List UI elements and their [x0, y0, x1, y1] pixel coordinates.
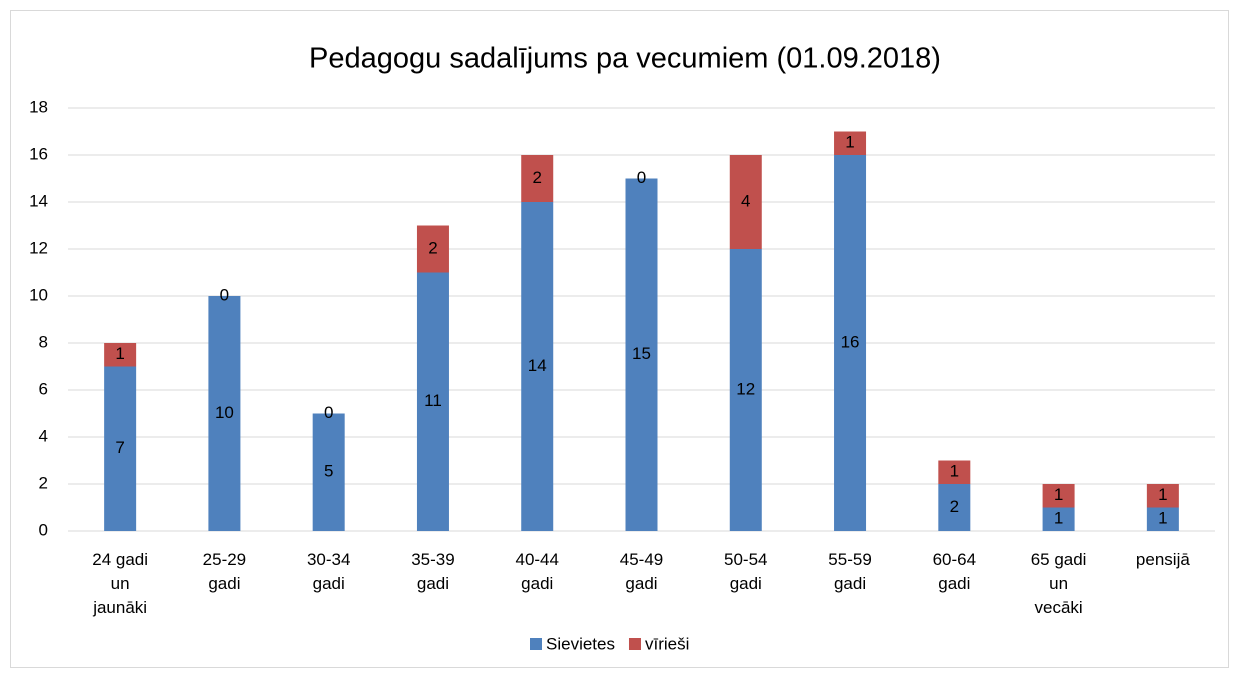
y-tick-label: 10 [29, 285, 48, 304]
bar-segment [104, 343, 137, 367]
data-label: 0 [324, 403, 333, 422]
bar-segment [104, 366, 137, 531]
data-label: 7 [115, 438, 124, 457]
x-tick-label: 45-49 gadi [620, 550, 663, 593]
bar-segment [1042, 507, 1075, 531]
x-tick-label: 35-39 gadi [411, 550, 454, 593]
bar-segment [729, 155, 762, 249]
bar-segment [1042, 484, 1075, 508]
y-tick-label: 4 [39, 426, 48, 445]
x-tick-label: 60-64 gadi [933, 550, 976, 593]
data-label: 1 [115, 344, 124, 363]
data-label: 2 [950, 497, 959, 516]
x-tick-label: 65 gadi un vecāki [1031, 550, 1087, 617]
x-tick-label: 30-34 gadi [307, 550, 350, 593]
bar-segment [1146, 507, 1179, 531]
bar-segment [521, 202, 554, 531]
bar-segment [416, 225, 449, 273]
legend: Sievietes vīrieši [530, 634, 689, 653]
bar-segment [1146, 484, 1179, 508]
bar-segment [312, 413, 345, 531]
y-tick-label: 8 [39, 332, 48, 351]
data-label: 10 [215, 403, 234, 422]
data-label: 0 [637, 168, 646, 187]
y-tick-label: 2 [39, 473, 48, 492]
bar-segment [729, 249, 762, 531]
y-tick-label: 6 [39, 379, 48, 398]
bar-segment [834, 155, 867, 531]
data-label: 0 [220, 285, 229, 304]
data-label: 14 [528, 356, 547, 375]
y-tick-label: 18 [29, 97, 48, 116]
y-tick-label: 16 [29, 144, 48, 163]
y-tick-label: 0 [39, 520, 48, 539]
bar-segment [938, 484, 971, 531]
data-label: 1 [950, 462, 959, 481]
legend-label: vīrieši [645, 634, 689, 653]
bar-segment [834, 131, 867, 155]
data-label: 1 [1158, 509, 1167, 528]
data-label: 1 [1158, 485, 1167, 504]
legend-swatch [530, 638, 542, 650]
data-label: 1 [1054, 485, 1063, 504]
data-label: 1 [845, 133, 854, 152]
y-tick-label: 14 [29, 191, 48, 210]
data-label: 1 [1054, 509, 1063, 528]
legend-label: Sievietes [546, 634, 615, 653]
data-label: 15 [632, 344, 651, 363]
x-tick-label: 40-44 gadi [515, 550, 558, 593]
x-tick-label: 24 gadi un jaunāki [92, 550, 148, 617]
y-tick-label: 12 [29, 238, 48, 257]
legend-swatch [628, 638, 641, 650]
data-label: 4 [741, 191, 750, 210]
data-label: 2 [532, 168, 541, 187]
bar-segment [938, 460, 971, 484]
x-tick-label: 55-59 gadi [828, 550, 871, 593]
x-tick-label: pensijā [1136, 550, 1190, 569]
data-label: 2 [428, 238, 437, 257]
chart-title: Pedagogu sadalījums pa vecumiem (01.09.2… [309, 43, 941, 75]
x-tick-label: 50-54 gadi [724, 550, 767, 593]
data-label: 11 [424, 391, 442, 410]
data-label: 5 [324, 462, 333, 481]
data-label: 12 [736, 379, 755, 398]
bar-segment [208, 296, 241, 531]
data-label: 16 [841, 332, 860, 351]
x-tick-label: 25-29 gadi [203, 550, 246, 593]
bar-segment [416, 272, 449, 531]
bar-segment [521, 155, 554, 202]
bar-segment [625, 178, 658, 531]
